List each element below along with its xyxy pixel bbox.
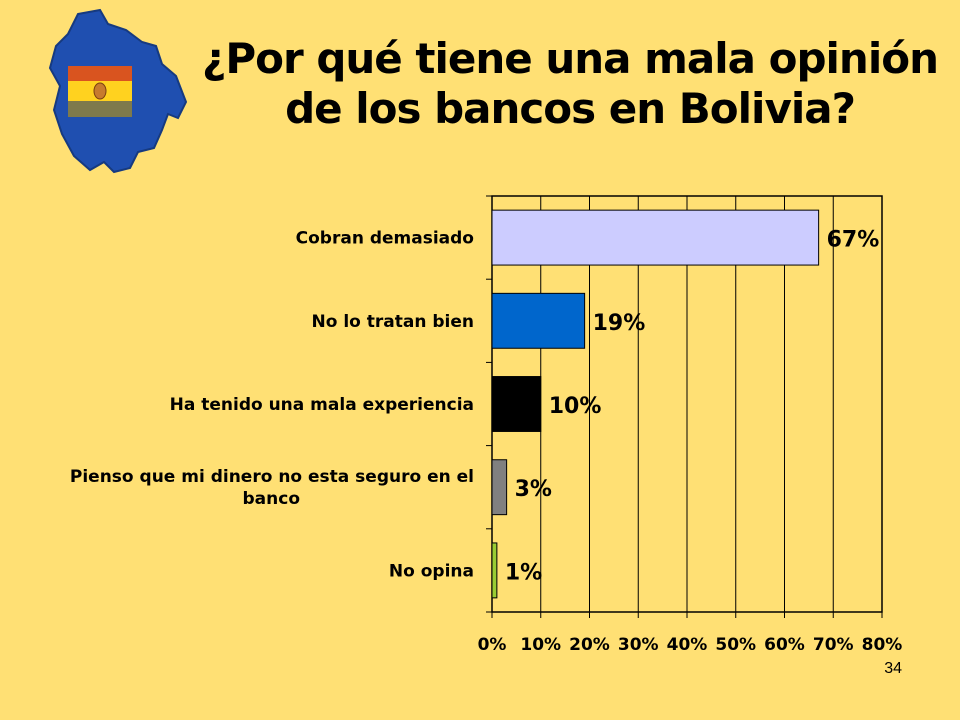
x-tick-label: 40%: [667, 635, 708, 655]
value-label: 67%: [827, 228, 880, 253]
category-label-line: No opina: [389, 561, 474, 581]
title-line-1: ¿Por qué tiene una mala opinión: [202, 34, 939, 83]
x-tick-label: 30%: [618, 635, 659, 655]
value-label: 1%: [505, 560, 542, 585]
category-label: No opina: [389, 561, 474, 581]
category-label-line: Pienso que mi dinero no esta seguro en e…: [70, 467, 474, 487]
bar: [491, 542, 498, 599]
category-label: Ha tenido una mala experiencia: [170, 395, 474, 415]
category-label-line: Cobran demasiado: [296, 229, 474, 249]
category-label-line: Ha tenido una mala experiencia: [170, 395, 474, 415]
category-label: Cobran demasiado: [296, 229, 474, 249]
x-tick-label: 0%: [478, 635, 507, 655]
value-label: 10%: [549, 394, 602, 419]
bolivia-map-icon: [48, 8, 188, 174]
x-tick-label: 70%: [813, 635, 854, 655]
category-label: No lo tratan bien: [312, 312, 474, 332]
category-label-line: No lo tratan bien: [312, 312, 474, 332]
flag-emblem-icon: [93, 82, 107, 100]
bar: [491, 209, 820, 266]
value-label: 3%: [515, 477, 552, 502]
bar: [491, 459, 508, 516]
flag-stripe-green: [68, 101, 132, 117]
bar: [491, 376, 542, 432]
category-label: Pienso que mi dinero no esta seguro en e…: [70, 467, 474, 509]
category-label-line: banco: [243, 489, 301, 509]
flag-stripe-red: [68, 66, 132, 81]
x-tick-label: 80%: [862, 635, 903, 655]
slide-number: 34: [884, 660, 902, 677]
x-tick-label: 10%: [520, 635, 561, 655]
slide-title: ¿Por qué tiene una mala opinión de los b…: [200, 34, 940, 134]
x-tick-label: 50%: [715, 635, 756, 655]
bar: [491, 292, 586, 349]
x-tick-label: 20%: [569, 635, 610, 655]
value-label: 19%: [593, 311, 646, 336]
x-tick-label: 60%: [764, 635, 805, 655]
title-line-2: de los bancos en Bolivia?: [285, 84, 856, 133]
